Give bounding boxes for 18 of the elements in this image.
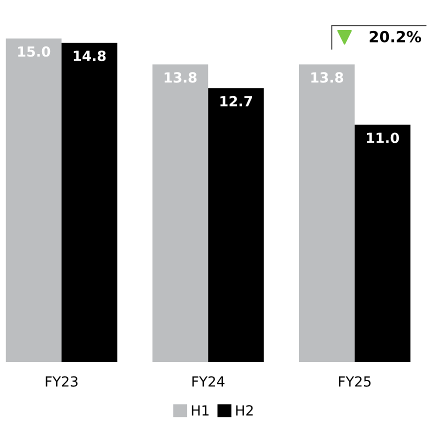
bar: [208, 88, 264, 362]
bar: [152, 64, 208, 362]
bar: [299, 64, 355, 362]
annotation: 20.2%: [370, 30, 422, 42]
data-label: 12.7: [220, 96, 252, 106]
legend-label: H1: [192, 405, 209, 416]
legend-label: H2: [236, 405, 253, 416]
x-tick-label: FY25: [339, 376, 371, 387]
x-tick-label: FY23: [46, 376, 78, 387]
data-label: 13.8: [311, 72, 344, 83]
bar: [354, 124, 410, 362]
data-label: 13.8: [164, 72, 197, 83]
data-label: 14.8: [74, 50, 106, 62]
bar: [6, 38, 62, 362]
x-tick-label: FY24: [192, 376, 224, 387]
bar: [62, 42, 118, 362]
data-label: 15.0: [18, 46, 50, 57]
data-label: 11.0: [366, 132, 400, 144]
